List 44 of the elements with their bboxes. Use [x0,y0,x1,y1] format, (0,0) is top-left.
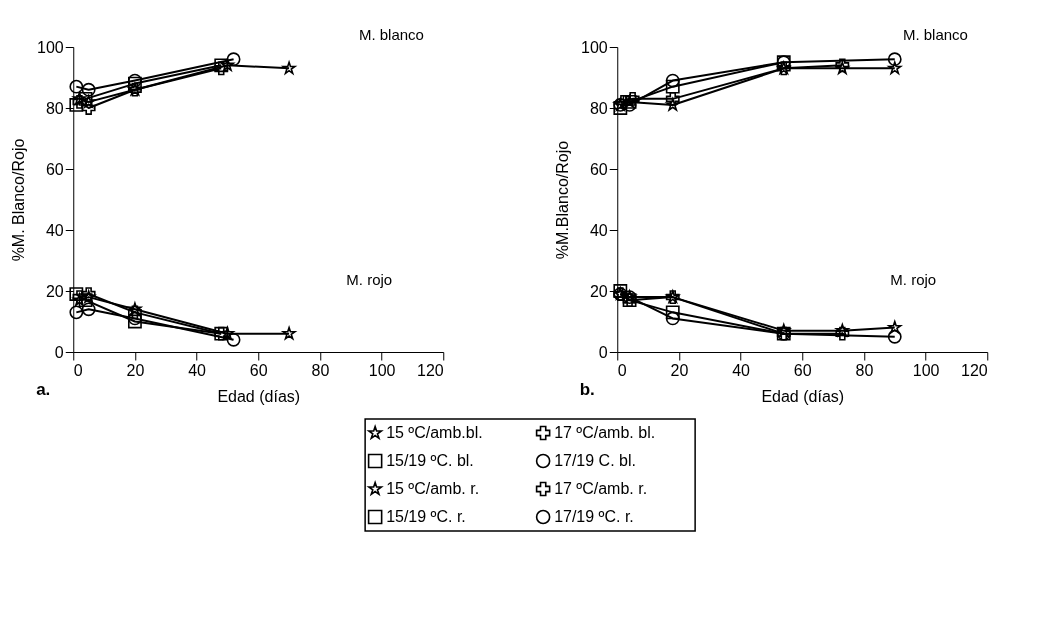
x-tick-label: 20 [126,361,145,379]
legend-label: 15 ºC/amb.bl. [386,424,483,441]
annotation: M. rojo [890,271,937,288]
y-tick-label: 80 [45,99,64,117]
y-tick-label: 40 [589,221,608,239]
x-tick-label: 80 [311,361,330,379]
x-tick-label: 0 [617,361,627,379]
text: a. [36,380,51,399]
x-tick-label: 80 [855,361,874,379]
x-tick-label: 100 [368,361,396,379]
y-tick-label: 100 [581,38,608,56]
x-tick-label: 100 [912,361,940,379]
y-tick-label: 0 [54,343,64,361]
x-tick-label: 120 [961,361,988,379]
y-tick-label: 20 [45,282,64,300]
x-axis-title: Edad (días) [217,387,301,405]
x-axis-title: Edad (días) [761,387,845,405]
legend-label: 17/19 C. bl. [554,452,636,469]
text: M. blanco [358,26,424,43]
legend-label: 15/19 ºC. bl. [386,452,474,469]
annotation: M. rojo [346,271,393,288]
y-tick-label: 60 [45,160,64,178]
x-tick-label: 20 [670,361,689,379]
legend-label: 17 ºC/amb. r. [554,480,648,497]
x-tick-label: 60 [249,361,268,379]
y-axis-title: %M. Blanco/Rojo [10,138,28,262]
y-axis-title: %M.Blanco/Rojo [554,140,572,260]
x-tick-label: 0 [73,361,83,379]
y-tick-label: 100 [37,38,64,56]
y-tick-label: 60 [589,160,608,178]
legend-label: 17 ºC/amb. bl. [554,424,656,441]
text: b. [579,380,595,399]
x-tick-label: 40 [188,361,207,379]
y-tick-label: 40 [45,221,64,239]
x-tick-label: 120 [417,361,444,379]
legend-label: 17/19 ºC. r. [554,508,634,525]
y-tick-label: 80 [589,99,608,117]
y-tick-label: 0 [598,343,608,361]
text: M. blanco [902,26,968,43]
x-tick-label: 40 [732,361,751,379]
legend-label: 15/19 ºC. r. [386,508,466,525]
legend-label: 15 ºC/amb. r. [386,480,480,497]
x-tick-label: 60 [793,361,812,379]
y-tick-label: 20 [589,282,608,300]
